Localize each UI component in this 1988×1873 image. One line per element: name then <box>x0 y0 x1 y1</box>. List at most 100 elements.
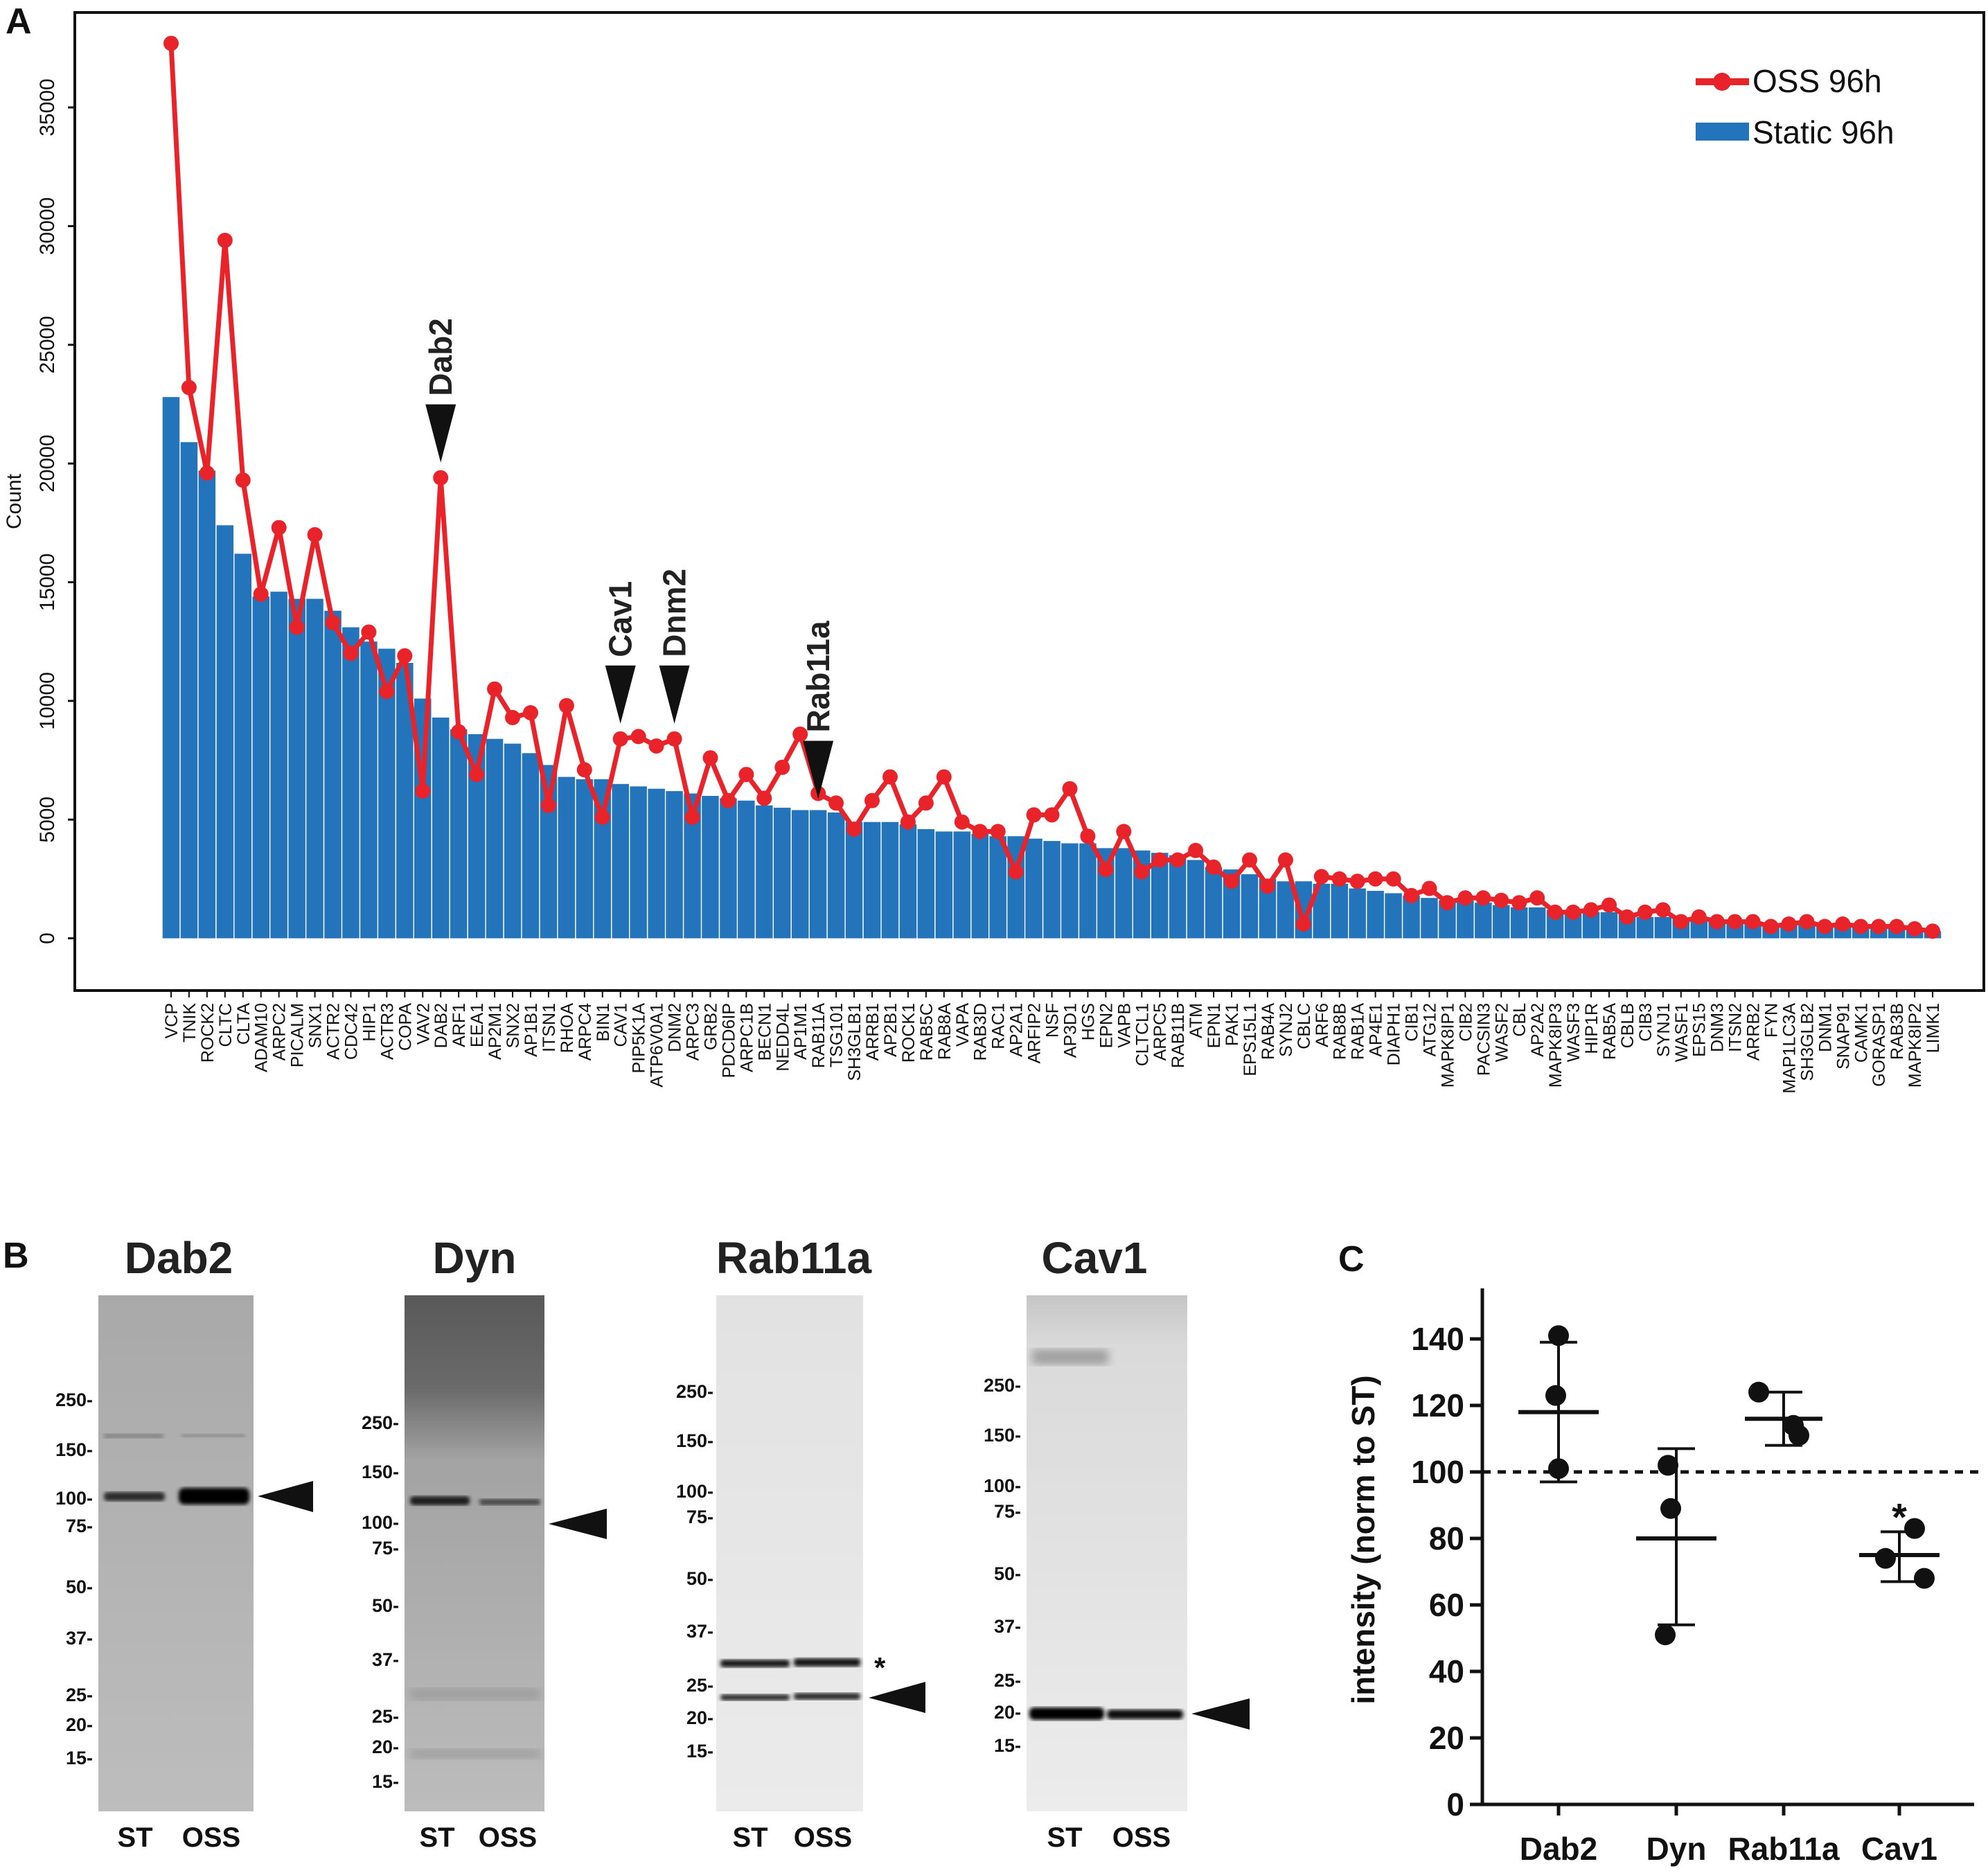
oss-point <box>1152 852 1168 868</box>
oss-point <box>972 824 988 840</box>
oss-point <box>1853 918 1869 934</box>
marker-label: 50- <box>686 1568 713 1589</box>
oss-point <box>648 738 664 754</box>
band-rab11a-st <box>720 1694 790 1701</box>
x-tick-label: RAB4A <box>1259 1003 1278 1060</box>
x-tick-label: PICALM <box>288 1003 308 1067</box>
marker-label: 25- <box>994 1670 1021 1691</box>
c-y-tick-label: 120 <box>1411 1387 1464 1423</box>
annotation-label: Rab11a <box>800 621 836 733</box>
oss-point <box>1727 914 1743 930</box>
bar-static <box>540 765 558 939</box>
marker-label: 50- <box>66 1577 93 1597</box>
x-tick-label: TNIK <box>180 1003 199 1042</box>
x-tick-label: ARF6 <box>1313 1003 1332 1047</box>
bar-static <box>1493 905 1510 939</box>
x-tick-label: AP2B1 <box>881 1003 900 1057</box>
bar-static <box>1277 881 1295 939</box>
arrowhead-rab11a <box>869 1682 925 1713</box>
chart-c: intensity (norm to ST) 0 20 40 60 80 100 120 14… <box>1345 1288 1981 1867</box>
x-tick-label: RAB5A <box>1600 1003 1619 1060</box>
oss-point <box>1188 842 1204 858</box>
oss-point <box>1439 895 1455 911</box>
oss-point <box>1637 904 1653 920</box>
oss-point <box>1691 909 1707 925</box>
x-tick-label: CLTC <box>216 1003 236 1047</box>
x-tick-label: NSF <box>1043 1003 1063 1038</box>
blot-cav1-membrane <box>1027 1295 1187 1811</box>
bar-static <box>827 813 845 939</box>
marker-label: 100- <box>362 1512 399 1533</box>
panel-c-letter: C <box>1338 1239 1365 1279</box>
bar-static <box>702 796 719 939</box>
x-tick-label: EEA1 <box>468 1003 487 1047</box>
x-tick-label: VAPB <box>1115 1003 1134 1048</box>
marker-label: 37- <box>66 1628 93 1649</box>
x-tick-label: RHOA <box>558 1003 577 1054</box>
x-tick-label: VAPA <box>953 1003 973 1047</box>
y-tick-label: 35000 <box>36 78 59 136</box>
chart-a-x-tick-labels: VCPTNIKROCK2CLTCCLTAADAM10ARPC2PICALMSNX… <box>162 991 1943 1094</box>
oss-point <box>1098 862 1114 878</box>
bar-static <box>1205 867 1223 939</box>
x-tick-label: RAB3B <box>1888 1003 1907 1060</box>
oss-point <box>1170 852 1186 868</box>
oss-point <box>1925 923 1941 939</box>
x-tick-label: FYN <box>1762 1003 1782 1038</box>
oss-point <box>1277 852 1293 868</box>
bar-static <box>971 833 988 939</box>
bar-static <box>630 786 647 939</box>
x-tick-label: RAB8A <box>935 1003 955 1060</box>
x-tick-label: CIB1 <box>1403 1003 1422 1042</box>
marker-label: 15- <box>372 1771 399 1792</box>
marker-label: 150- <box>362 1462 399 1482</box>
oss-point <box>1313 869 1329 885</box>
x-tick-label: MAP1LC3A <box>1780 1003 1800 1094</box>
y-tick-label: 0 <box>36 932 59 944</box>
bar-static <box>486 738 504 939</box>
blot-dyn-title: Dyn <box>433 1233 517 1283</box>
marker-label: 75- <box>66 1516 93 1536</box>
band-dab2-st-faint <box>104 1434 163 1438</box>
marker-label: 15- <box>686 1741 713 1761</box>
legend-oss-label: OSS 96h <box>1752 63 1882 99</box>
x-tick-label: WASF1 <box>1672 1003 1692 1062</box>
chart-c-axes: 0 20 40 60 80 100 120 140 Dab2 Dyn Rab11a Cav1 <box>1411 1288 1981 1867</box>
x-tick-label: EPS15 <box>1690 1003 1710 1057</box>
annotation-label: Cav1 <box>603 581 639 657</box>
c-y-tick-label: 140 <box>1411 1321 1464 1357</box>
oss-point <box>1475 890 1491 906</box>
x-tick-label: CLTA <box>234 1003 254 1045</box>
oss-point <box>1601 897 1617 913</box>
x-tick-label: DAB2 <box>432 1003 451 1048</box>
marker-label: 75- <box>686 1507 713 1527</box>
marker-label: 150- <box>676 1430 713 1451</box>
bar-static <box>953 831 970 939</box>
x-tick-label: SH3GLB2 <box>1798 1003 1817 1081</box>
oss-point <box>1871 918 1887 934</box>
x-tick-label: ARF1 <box>450 1003 469 1047</box>
bar-static <box>1331 883 1348 939</box>
oss-point <box>217 233 233 248</box>
x-tick-label: AP1B1 <box>522 1003 541 1057</box>
blot-cav1: Cav1 250- 150- 100- 75- 50- 37- 25- 20- … <box>984 1233 1250 1853</box>
chart-a-y-axis-label: Count <box>3 473 26 529</box>
c-x-tick-label: Rab11a <box>1728 1831 1840 1867</box>
c-data-point <box>1904 1518 1925 1539</box>
x-tick-label: DNM3 <box>1708 1003 1728 1052</box>
marker-label: 37- <box>994 1616 1021 1637</box>
bar-static <box>162 397 180 939</box>
oss-point <box>253 586 269 602</box>
oss-point <box>433 470 449 486</box>
blot-dab2-membrane <box>98 1295 254 1811</box>
marker-label: 25- <box>66 1685 93 1705</box>
x-tick-label: CDC42 <box>342 1003 362 1060</box>
band-cav1-top-smear <box>1032 1349 1108 1365</box>
x-tick-label: ARRB1 <box>863 1003 882 1060</box>
marker-label: 15- <box>66 1748 93 1768</box>
bar-static <box>1079 843 1097 939</box>
oss-point <box>702 750 718 766</box>
annotation-label: Dnm2 <box>657 569 693 657</box>
legend-static-swatch <box>1696 123 1749 141</box>
